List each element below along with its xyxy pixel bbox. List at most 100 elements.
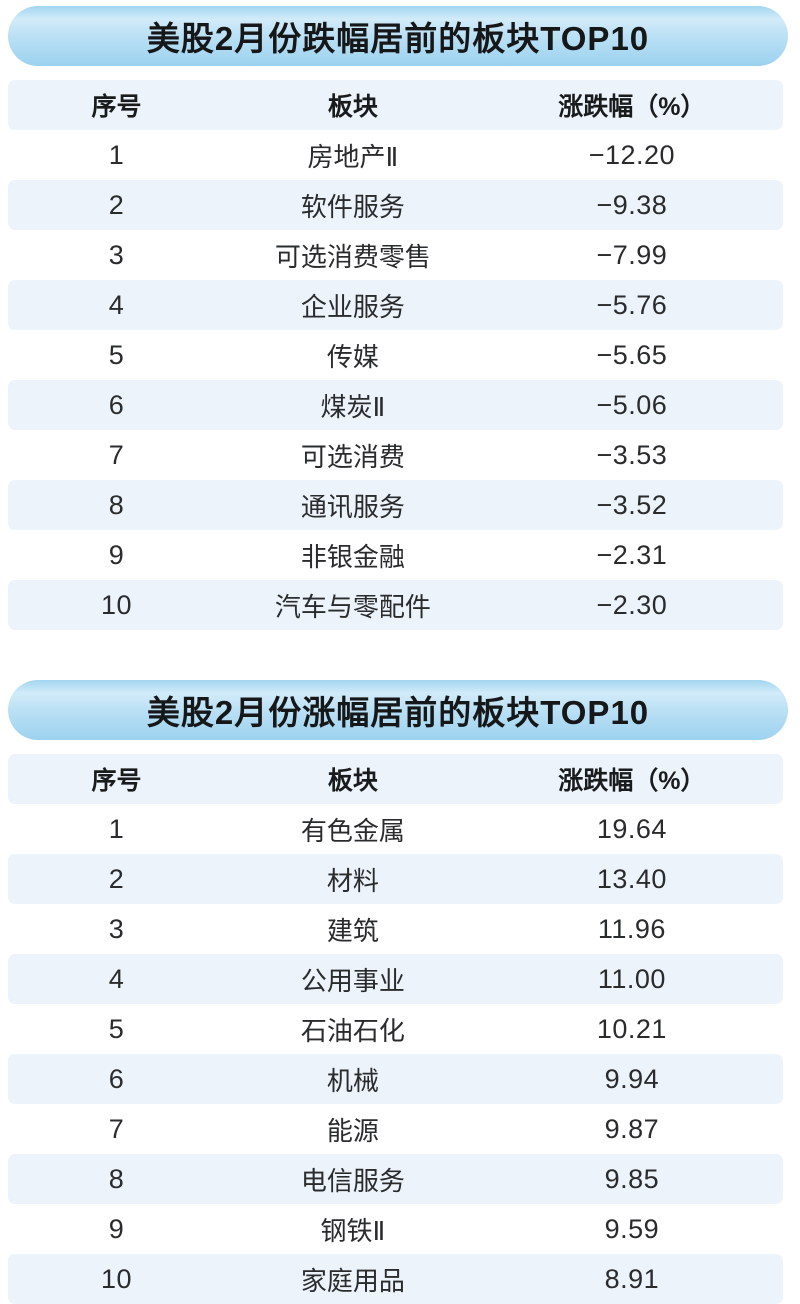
rank-cell: 5 (108, 1013, 125, 1044)
sector-cell: 汽车与零配件 (274, 591, 431, 622)
table-row: 5 传媒 −5.65 (8, 330, 783, 380)
table-row: 9 非银金融 −2.31 (8, 530, 783, 580)
change-cell: 11.00 (597, 963, 666, 994)
change-cell: 9.87 (604, 1113, 660, 1144)
gain-table-card: 美股2月份涨幅居前的板块TOP10 序号 板块 涨跌幅（%） 1 有色金属 19.6… (0, 680, 800, 1304)
sector-cell: 软件服务 (300, 191, 405, 222)
decline-table-card: 美股2月份跌幅居前的板块TOP10 序号 板块 涨跌幅（%） 1 房地产Ⅱ −12.… (0, 6, 800, 630)
table-row: 2 软件服务 −9.38 (8, 180, 783, 230)
table-rows: 1 有色金属 19.64 2 材料 13.40 3 建筑 11.96 4 公用事业 11.00 5 石油石… (8, 804, 783, 1304)
table-row: 1 有色金属 19.64 (8, 804, 783, 854)
rank-cell: 9 (108, 539, 125, 570)
rank-cell: 4 (108, 289, 125, 320)
change-cell: 9.94 (604, 1063, 660, 1094)
change-cell: −9.38 (596, 189, 668, 220)
table-row: 7 可选消费 −3.53 (8, 430, 783, 480)
sector-cell: 可选消费零售 (274, 241, 431, 272)
change-cell: −2.30 (596, 589, 668, 620)
change-cell: −3.52 (596, 489, 668, 520)
table-row: 8 通讯服务 −3.52 (8, 480, 783, 530)
rank-cell: 8 (108, 1163, 125, 1194)
change-cell: −2.31 (596, 539, 668, 570)
table-row: 7 能源 9.87 (8, 1104, 783, 1154)
sector-cell: 可选消费 (300, 441, 405, 472)
sector-cell: 建筑 (326, 915, 379, 946)
col-header-sector: 板块 (327, 767, 378, 795)
change-cell: 10.21 (596, 1013, 667, 1044)
table-rows: 1 房地产Ⅱ −12.20 2 软件服务 −9.38 3 可选消费零售 −7.99 4 企业服务 −5… (8, 130, 783, 630)
gain-table-title: 美股2月份涨幅居前的板块TOP10 (146, 694, 650, 731)
sector-cell: 非银金融 (300, 541, 405, 572)
rank-cell: 3 (108, 239, 125, 270)
table-header-row: 序号 板块 涨跌幅（%） (8, 80, 783, 130)
change-cell: 8.91 (604, 1263, 660, 1294)
table-row: 9 钢铁Ⅱ 9.59 (8, 1204, 783, 1254)
table-row: 6 机械 9.94 (8, 1054, 783, 1104)
rank-cell: 10 (100, 589, 133, 620)
change-cell: −5.06 (596, 389, 668, 420)
decline-table: 序号 板块 涨跌幅（%） 1 房地产Ⅱ −12.20 2 软件服务 −9.38 3 可选消费零… (8, 80, 783, 630)
sector-cell: 材料 (326, 865, 379, 896)
rank-cell: 1 (108, 139, 125, 170)
sector-cell: 机械 (326, 1065, 379, 1096)
table-row: 3 可选消费零售 −7.99 (8, 230, 783, 280)
change-cell: −5.76 (596, 289, 668, 320)
change-cell: −3.53 (596, 439, 668, 470)
col-header-rank: 序号 (91, 767, 142, 795)
rank-cell: 9 (108, 1213, 125, 1244)
rank-cell: 6 (108, 1063, 125, 1094)
sector-cell: 通讯服务 (300, 491, 405, 522)
table-row: 10 家庭用品 8.91 (8, 1254, 783, 1304)
sector-cell: 企业服务 (300, 291, 405, 322)
change-cell: 9.59 (604, 1213, 660, 1244)
sector-cell: 家庭用品 (300, 1265, 405, 1296)
rank-cell: 7 (108, 439, 125, 470)
decline-table-title-pill: 美股2月份跌幅居前的板块TOP10 (8, 6, 788, 66)
table-row: 10 汽车与零配件 −2.30 (8, 580, 783, 630)
change-cell: 11.96 (597, 913, 666, 944)
col-header-change: 涨跌幅（%） (558, 93, 706, 121)
change-cell: 13.40 (596, 863, 667, 894)
rank-cell: 5 (108, 339, 125, 370)
table-row: 3 建筑 11.96 (8, 904, 783, 954)
table-header-row: 序号 板块 涨跌幅（%） (8, 754, 783, 804)
change-cell: −5.65 (596, 339, 668, 370)
gain-table-title-pill: 美股2月份涨幅居前的板块TOP10 (8, 680, 788, 740)
col-header-sector: 板块 (327, 93, 378, 121)
sector-cell: 煤炭Ⅱ (320, 391, 386, 422)
sector-cell: 钢铁Ⅱ (320, 1215, 386, 1246)
table-row: 1 房地产Ⅱ −12.20 (8, 130, 783, 180)
change-cell: −7.99 (596, 239, 668, 270)
change-cell: 9.85 (604, 1163, 660, 1194)
rank-cell: 6 (108, 389, 125, 420)
sector-cell: 房地产Ⅱ (307, 141, 399, 172)
sector-cell: 电信服务 (300, 1165, 405, 1196)
sector-cell: 石油石化 (300, 1015, 405, 1046)
change-cell: 19.64 (596, 813, 667, 844)
decline-table-title: 美股2月份跌幅居前的板块TOP10 (146, 20, 650, 57)
sector-cell: 有色金属 (300, 815, 405, 846)
rank-cell: 2 (108, 863, 125, 894)
sector-cell: 能源 (326, 1115, 379, 1146)
col-header-change: 涨跌幅（%） (558, 767, 706, 795)
sector-cell: 公用事业 (300, 965, 405, 996)
col-header-rank: 序号 (91, 93, 142, 121)
table-row: 2 材料 13.40 (8, 854, 783, 904)
tables-gap (0, 630, 800, 680)
rank-cell: 10 (100, 1263, 133, 1294)
table-row: 8 电信服务 9.85 (8, 1154, 783, 1204)
rank-cell: 8 (108, 489, 125, 520)
rank-cell: 1 (108, 813, 125, 844)
rank-cell: 7 (108, 1113, 125, 1144)
rank-cell: 2 (108, 189, 125, 220)
rank-cell: 3 (108, 913, 125, 944)
table-row: 4 企业服务 −5.76 (8, 280, 783, 330)
table-row: 5 石油石化 10.21 (8, 1004, 783, 1054)
table-row: 6 煤炭Ⅱ −5.06 (8, 380, 783, 430)
sector-cell: 传媒 (326, 341, 379, 372)
rank-cell: 4 (108, 963, 125, 994)
table-row: 4 公用事业 11.00 (8, 954, 783, 1004)
change-cell: −12.20 (588, 139, 676, 170)
gain-table: 序号 板块 涨跌幅（%） 1 有色金属 19.64 2 材料 13.40 3 建筑 11.96 4… (8, 754, 783, 1304)
